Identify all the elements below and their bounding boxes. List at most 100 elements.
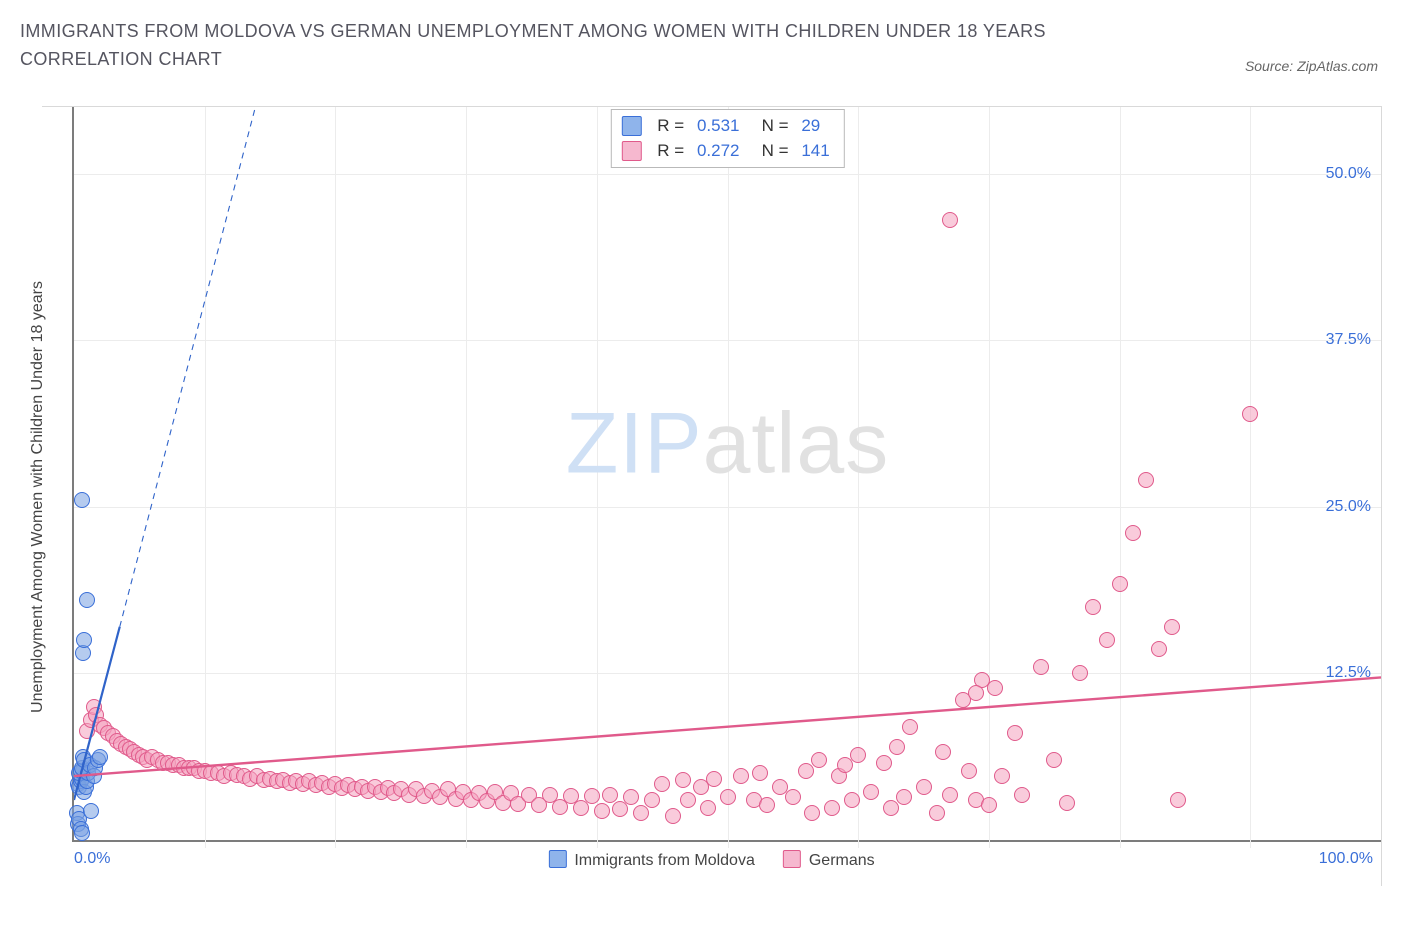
scatter-point-germans xyxy=(1242,406,1258,422)
x-axis-legend: Immigrants from Moldova Germans xyxy=(548,850,874,870)
swatch-icon xyxy=(783,850,801,868)
scatter-point-germans xyxy=(961,763,977,779)
x-legend-label: Immigrants from Moldova xyxy=(574,852,755,869)
scatter-point-germans xyxy=(654,776,670,792)
scatter-point-germans xyxy=(1164,619,1180,635)
scatter-point-germans xyxy=(935,744,951,760)
scatter-point-germans xyxy=(876,755,892,771)
scatter-point-germans xyxy=(644,792,660,808)
n-value: 29 xyxy=(801,114,820,139)
y-axis-label: Unemployment Among Women with Children U… xyxy=(29,281,47,713)
scatter-point-germans xyxy=(863,784,879,800)
scatter-point-moldova xyxy=(79,592,95,608)
scatter-point-germans xyxy=(752,765,768,781)
gridline-v xyxy=(597,107,598,848)
scatter-point-germans xyxy=(1059,795,1075,811)
swatch-icon xyxy=(548,850,566,868)
gridline-v xyxy=(858,107,859,848)
r-label: R = xyxy=(657,114,689,139)
scatter-point-moldova xyxy=(92,749,108,765)
scatter-point-germans xyxy=(1125,525,1141,541)
scatter-point-germans xyxy=(844,792,860,808)
scatter-point-germans xyxy=(720,789,736,805)
scatter-point-germans xyxy=(665,808,681,824)
plot-area: ZIPatlas R = 0.531 N = 29 R = 0.272 N = … xyxy=(72,107,1381,842)
y-tick-label: 25.0% xyxy=(1326,498,1371,516)
r-label: R = xyxy=(657,139,689,164)
stat-legend-row-0: R = 0.531 N = 29 xyxy=(621,114,829,139)
scatter-point-germans xyxy=(759,797,775,813)
n-label: N = xyxy=(748,114,794,139)
x-legend-label: Germans xyxy=(809,852,875,869)
gridline-v xyxy=(1120,107,1121,848)
scatter-point-germans xyxy=(929,805,945,821)
watermark-part1: ZIP xyxy=(566,396,703,492)
scatter-point-germans xyxy=(1170,792,1186,808)
scatter-point-germans xyxy=(1138,472,1154,488)
scatter-point-germans xyxy=(1007,725,1023,741)
scatter-point-germans xyxy=(896,789,912,805)
scatter-point-germans xyxy=(1151,641,1167,657)
x-tick-min: 0.0% xyxy=(74,850,110,868)
scatter-point-germans xyxy=(602,787,618,803)
swatch-icon xyxy=(621,141,641,161)
chart-container: Unemployment Among Women with Children U… xyxy=(42,106,1382,886)
scatter-point-germans xyxy=(824,800,840,816)
scatter-point-germans xyxy=(811,752,827,768)
source-label: Source: ZipAtlas.com xyxy=(1245,58,1378,74)
gridline-v xyxy=(728,107,729,848)
scatter-point-germans xyxy=(633,805,649,821)
scatter-point-moldova xyxy=(74,492,90,508)
gridline-v xyxy=(1250,107,1251,848)
scatter-point-germans xyxy=(804,805,820,821)
scatter-point-germans xyxy=(584,788,600,804)
gridline-v xyxy=(989,107,990,848)
stat-legend: R = 0.531 N = 29 R = 0.272 N = 141 xyxy=(610,109,844,168)
y-tick-label: 50.0% xyxy=(1326,165,1371,183)
scatter-point-germans xyxy=(1072,665,1088,681)
y-tick-label: 12.5% xyxy=(1326,664,1371,682)
scatter-point-germans xyxy=(1112,576,1128,592)
scatter-point-germans xyxy=(942,787,958,803)
scatter-point-germans xyxy=(1099,632,1115,648)
gridline-v xyxy=(335,107,336,848)
chart-header: IMMIGRANTS FROM MOLDOVA VS GERMAN UNEMPL… xyxy=(0,0,1406,80)
scatter-point-germans xyxy=(706,771,722,787)
scatter-point-germans xyxy=(981,797,997,813)
n-label: N = xyxy=(748,139,794,164)
scatter-point-germans xyxy=(987,680,1003,696)
scatter-point-germans xyxy=(837,757,853,773)
scatter-point-germans xyxy=(902,719,918,735)
chart-title: IMMIGRANTS FROM MOLDOVA VS GERMAN UNEMPL… xyxy=(20,18,1170,74)
scatter-point-germans xyxy=(594,803,610,819)
scatter-point-moldova xyxy=(83,803,99,819)
scatter-point-germans xyxy=(785,789,801,805)
watermark-part2: atlas xyxy=(703,396,890,492)
x-tick-max: 100.0% xyxy=(1319,850,1373,868)
scatter-point-germans xyxy=(889,739,905,755)
gridline-v xyxy=(205,107,206,848)
x-legend-item-1: Germans xyxy=(783,850,875,870)
scatter-point-germans xyxy=(1033,659,1049,675)
scatter-point-germans xyxy=(733,768,749,784)
scatter-point-germans xyxy=(942,212,958,228)
scatter-point-germans xyxy=(994,768,1010,784)
scatter-point-germans xyxy=(623,789,639,805)
scatter-point-moldova xyxy=(76,632,92,648)
scatter-point-germans xyxy=(1046,752,1062,768)
swatch-icon xyxy=(621,116,641,136)
scatter-point-germans xyxy=(680,792,696,808)
scatter-point-moldova xyxy=(74,825,90,841)
scatter-point-germans xyxy=(883,800,899,816)
scatter-point-germans xyxy=(968,685,984,701)
scatter-point-germans xyxy=(850,747,866,763)
r-value: 0.531 xyxy=(697,114,740,139)
scatter-point-germans xyxy=(700,800,716,816)
n-value: 141 xyxy=(801,139,829,164)
scatter-point-germans xyxy=(916,779,932,795)
scatter-point-germans xyxy=(675,772,691,788)
gridline-v xyxy=(466,107,467,848)
r-value: 0.272 xyxy=(697,139,740,164)
scatter-point-germans xyxy=(1085,599,1101,615)
y-tick-label: 37.5% xyxy=(1326,331,1371,349)
